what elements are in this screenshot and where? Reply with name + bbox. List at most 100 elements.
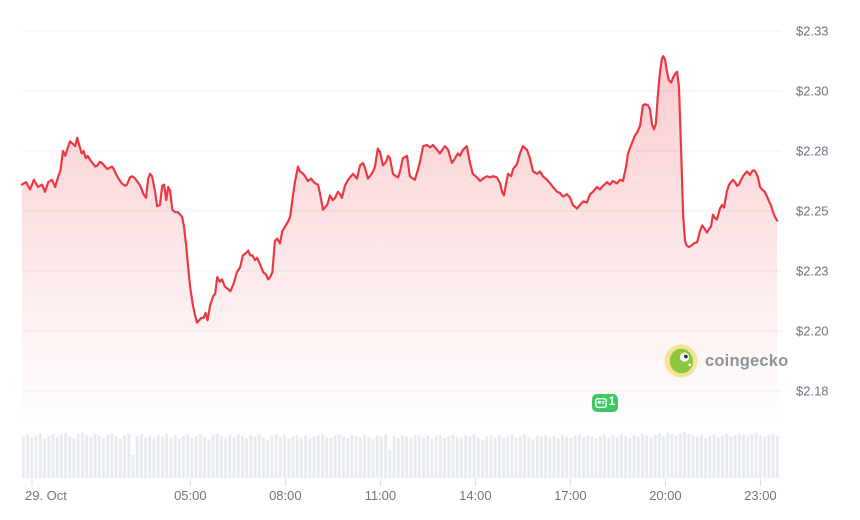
volume-bar — [51, 433, 55, 478]
volume-bar — [194, 435, 198, 478]
x-axis-label: 29. Oct — [25, 488, 67, 503]
volume-bar — [152, 438, 156, 478]
volume-bar — [417, 436, 421, 478]
y-axis-label: $2.20 — [796, 324, 829, 339]
volume-bar — [468, 436, 472, 478]
volume-bar — [552, 436, 556, 478]
volume-bar — [388, 449, 392, 478]
volume-bar — [476, 437, 480, 478]
volume-bar — [569, 438, 573, 478]
volume-bar — [186, 434, 190, 478]
volume-bar — [506, 436, 510, 478]
y-axis-label: $2.23 — [796, 264, 829, 279]
volume-bar — [691, 435, 695, 478]
volume-bar — [460, 438, 463, 478]
x-axis-label: 20:00 — [649, 488, 682, 503]
volume-bar — [211, 435, 215, 478]
volume-bar — [729, 436, 733, 478]
volume-bar — [148, 435, 152, 478]
volume-bar — [649, 437, 653, 478]
volume-bar — [586, 435, 590, 478]
volume-bar — [127, 433, 131, 478]
volume-bar — [577, 434, 581, 478]
volume-bar — [165, 433, 169, 478]
volume-bar — [55, 437, 59, 478]
volume-bar — [22, 436, 25, 478]
volume-bar — [409, 438, 413, 478]
volume-bar — [257, 433, 261, 478]
x-axis-label: 05:00 — [174, 488, 207, 503]
volume-bar — [582, 437, 585, 478]
volume-bar — [603, 434, 606, 478]
volume-bar — [413, 434, 417, 478]
volume-bar — [540, 436, 543, 478]
volume-bar — [384, 434, 388, 478]
volume-bar — [472, 434, 476, 478]
news-annotation-badge[interactable]: 1 — [592, 394, 618, 412]
volume-bar — [678, 433, 682, 478]
volume-bar — [219, 436, 223, 478]
volume-bar — [253, 436, 257, 478]
volume-bar — [173, 435, 177, 478]
volume-bar — [510, 434, 514, 478]
y-axis-label: $2.18 — [796, 384, 829, 399]
price-area — [21, 56, 778, 422]
volume-bar — [118, 438, 122, 478]
volume-bar — [531, 438, 535, 478]
x-axis-label: 17:00 — [554, 488, 587, 503]
volume-bar — [262, 437, 265, 478]
volume-bar — [89, 437, 93, 478]
volume-bar — [628, 438, 632, 478]
volume-bar — [615, 437, 619, 478]
volume-bar — [636, 436, 640, 478]
volume-bar — [434, 436, 438, 478]
volume-bar — [438, 435, 442, 478]
volume-bar — [645, 435, 649, 478]
volume-bar — [325, 437, 329, 478]
volume-bar — [733, 435, 737, 478]
volume-bar — [110, 433, 114, 478]
volume-bar — [228, 434, 232, 478]
volume-bar — [451, 434, 455, 478]
volume-bar — [632, 435, 636, 478]
volume-bar — [392, 436, 396, 478]
volume-bar — [767, 435, 771, 478]
volume-bar — [358, 437, 362, 478]
volume-bar — [308, 438, 312, 478]
x-axis-label: 14:00 — [459, 488, 492, 503]
volume-bar — [426, 435, 430, 478]
volume-bar — [224, 438, 227, 478]
volume-bar — [321, 433, 324, 478]
volume-bar — [443, 438, 446, 478]
volume-bar — [278, 437, 282, 478]
volume-bar — [750, 434, 754, 478]
volume-bar — [653, 434, 657, 478]
volume-bar — [72, 438, 76, 478]
volume-bar — [26, 434, 30, 478]
volume-bar — [329, 438, 333, 478]
volume-bar — [295, 434, 299, 478]
volume-bar — [81, 432, 84, 478]
volume-bar — [270, 435, 274, 478]
volume-bar — [59, 434, 63, 478]
volume-bar — [485, 436, 489, 478]
volume-bar — [670, 434, 674, 478]
volume-bar — [144, 437, 147, 478]
volume-bar — [716, 437, 720, 478]
volume-bar — [106, 434, 110, 478]
volume-bar — [182, 436, 185, 478]
volume-bar — [620, 434, 623, 478]
volume-bar — [312, 436, 316, 478]
news-count: 1 — [608, 396, 616, 409]
volume-bar — [401, 435, 404, 478]
price-area-fill — [21, 56, 778, 422]
volume-bar — [354, 436, 358, 478]
volume-bar — [662, 436, 665, 478]
volume-bar — [85, 435, 89, 478]
volume-bar — [241, 435, 244, 478]
volume-bar — [422, 437, 425, 478]
volume-bar — [754, 432, 758, 478]
volume-bar — [775, 436, 779, 478]
